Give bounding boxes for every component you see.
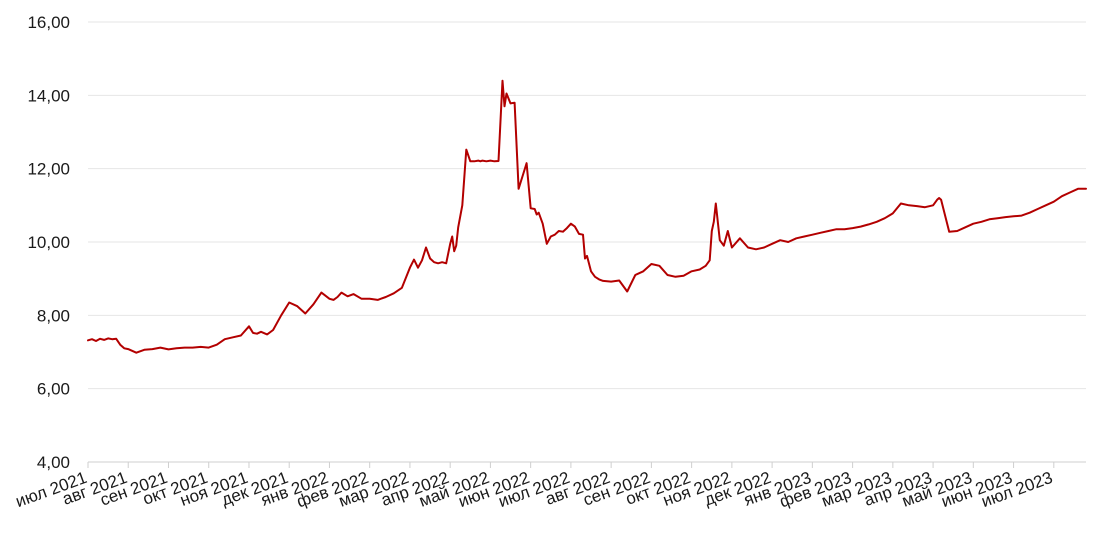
y-tick-label: 6,00 (37, 380, 70, 399)
y-tick-label: 8,00 (37, 306, 70, 325)
gridlines (88, 21, 1086, 463)
y-tick-label: 12,00 (27, 160, 70, 179)
series-layer (87, 79, 1087, 354)
y-tick-label: 10,00 (27, 233, 70, 252)
y-axis: 4,00 6,00 8,00 10,00 12,00 14,00 16,00 (27, 13, 70, 472)
y-tick-label: 4,00 (37, 453, 70, 472)
y-tick-label: 16,00 (27, 13, 70, 32)
y-tick-label: 14,00 (27, 86, 70, 105)
series-line (87, 79, 1087, 354)
